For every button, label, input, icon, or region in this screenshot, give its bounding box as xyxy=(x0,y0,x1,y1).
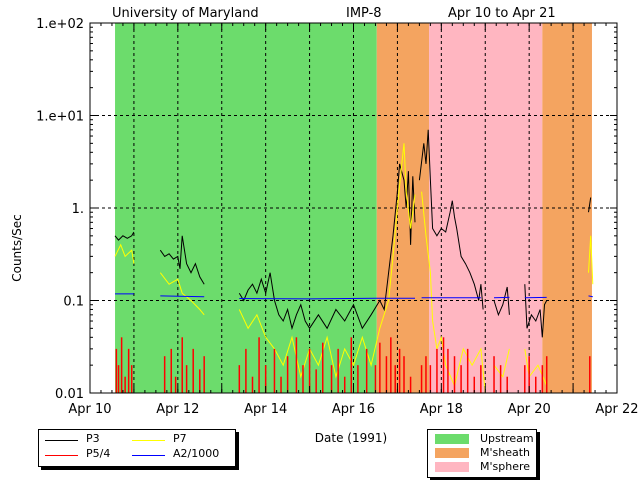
y-tick-label: 1. xyxy=(72,202,84,217)
legend-swatch-msphere xyxy=(435,462,469,472)
legend-label-upstream: Upstream xyxy=(480,432,534,445)
title-center: IMP-8 xyxy=(346,6,382,21)
series-p7-line xyxy=(114,243,135,264)
title-right: Apr 10 to Apr 21 xyxy=(448,6,556,21)
legend-label-a2: A2/1000 xyxy=(173,447,220,460)
legend-swatch-p54 xyxy=(45,455,78,456)
series-p3-line xyxy=(238,163,416,331)
series-a21000-line xyxy=(239,297,415,300)
series-p3-line xyxy=(524,284,548,338)
legend-swatch-upstream xyxy=(435,434,469,444)
title-left: University of Maryland xyxy=(112,6,259,21)
series-p3-line xyxy=(159,235,205,285)
legend-label-p3: P3 xyxy=(86,432,100,445)
legend-label-msphere: M'sphere xyxy=(480,460,531,473)
y-tick-label: 0.1 xyxy=(63,295,84,310)
x-tick-label: Apr 10 xyxy=(68,402,111,417)
legend-swatch-p7 xyxy=(132,440,165,441)
x-tick-label: Apr 14 xyxy=(244,402,287,417)
x-tick-label: Apr 20 xyxy=(508,402,551,417)
legend-label-msheath: M'sheath xyxy=(480,446,531,459)
x-tick-label: Apr 18 xyxy=(420,402,463,417)
series-p3-line xyxy=(418,129,484,310)
y-tick-label: 1.e+01 xyxy=(36,110,84,125)
x-axis-label: Date (1991) xyxy=(315,431,387,445)
legend-swatch-msheath xyxy=(435,448,469,458)
series-p7-line xyxy=(493,348,510,378)
region-legend: Upstream M'sheath M'sphere xyxy=(427,429,537,478)
series-p3-line xyxy=(114,231,135,241)
legend-label-p7: P7 xyxy=(173,432,187,445)
x-tick-label: Apr 22 xyxy=(595,402,638,417)
series-p3-line xyxy=(493,286,510,317)
series-a21000-line xyxy=(588,295,593,298)
y-axis-label: Counts/Sec xyxy=(10,214,24,282)
legend-swatch-p3 xyxy=(45,440,78,441)
series-a21000-line xyxy=(160,295,205,298)
series-p3-line xyxy=(588,197,592,213)
y-tick-label: 1.e+02 xyxy=(36,17,84,32)
series-legend: P3 P5/4 P7 A2/1000 xyxy=(38,429,236,467)
series-p7-line xyxy=(159,272,205,316)
y-tick-label: 0.01 xyxy=(55,387,84,402)
legend-swatch-a2 xyxy=(132,455,165,456)
legend-label-p54: P5/4 xyxy=(86,447,111,460)
x-tick-label: Apr 16 xyxy=(332,402,375,417)
series-p7-line xyxy=(588,235,594,285)
x-tick-label: Apr 12 xyxy=(156,402,199,417)
